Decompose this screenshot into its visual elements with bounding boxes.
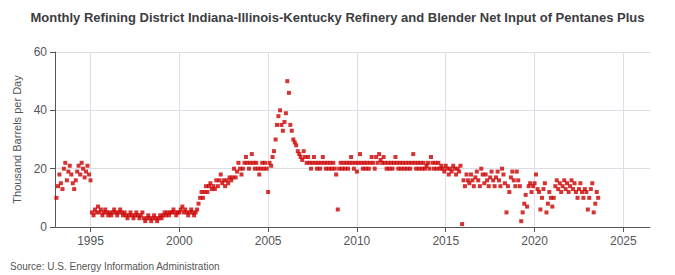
svg-text:60: 60: [34, 45, 48, 59]
svg-text:1995: 1995: [77, 234, 104, 248]
svg-text:2000: 2000: [166, 234, 193, 248]
svg-text:0: 0: [40, 220, 47, 234]
svg-text:2010: 2010: [344, 234, 371, 248]
svg-text:Monthly Refining District Indi: Monthly Refining District Indiana-Illino…: [31, 10, 645, 25]
svg-text:40: 40: [34, 103, 48, 117]
svg-text:20: 20: [34, 162, 48, 176]
svg-text:Source: U.S. Energy Informatio: Source: U.S. Energy Information Administ…: [10, 261, 220, 272]
svg-text:2020: 2020: [521, 234, 548, 248]
svg-text:2025: 2025: [610, 234, 637, 248]
svg-text:2005: 2005: [255, 234, 282, 248]
svg-text:Thousand Barrels per Day: Thousand Barrels per Day: [11, 75, 23, 204]
svg-text:2015: 2015: [432, 234, 459, 248]
